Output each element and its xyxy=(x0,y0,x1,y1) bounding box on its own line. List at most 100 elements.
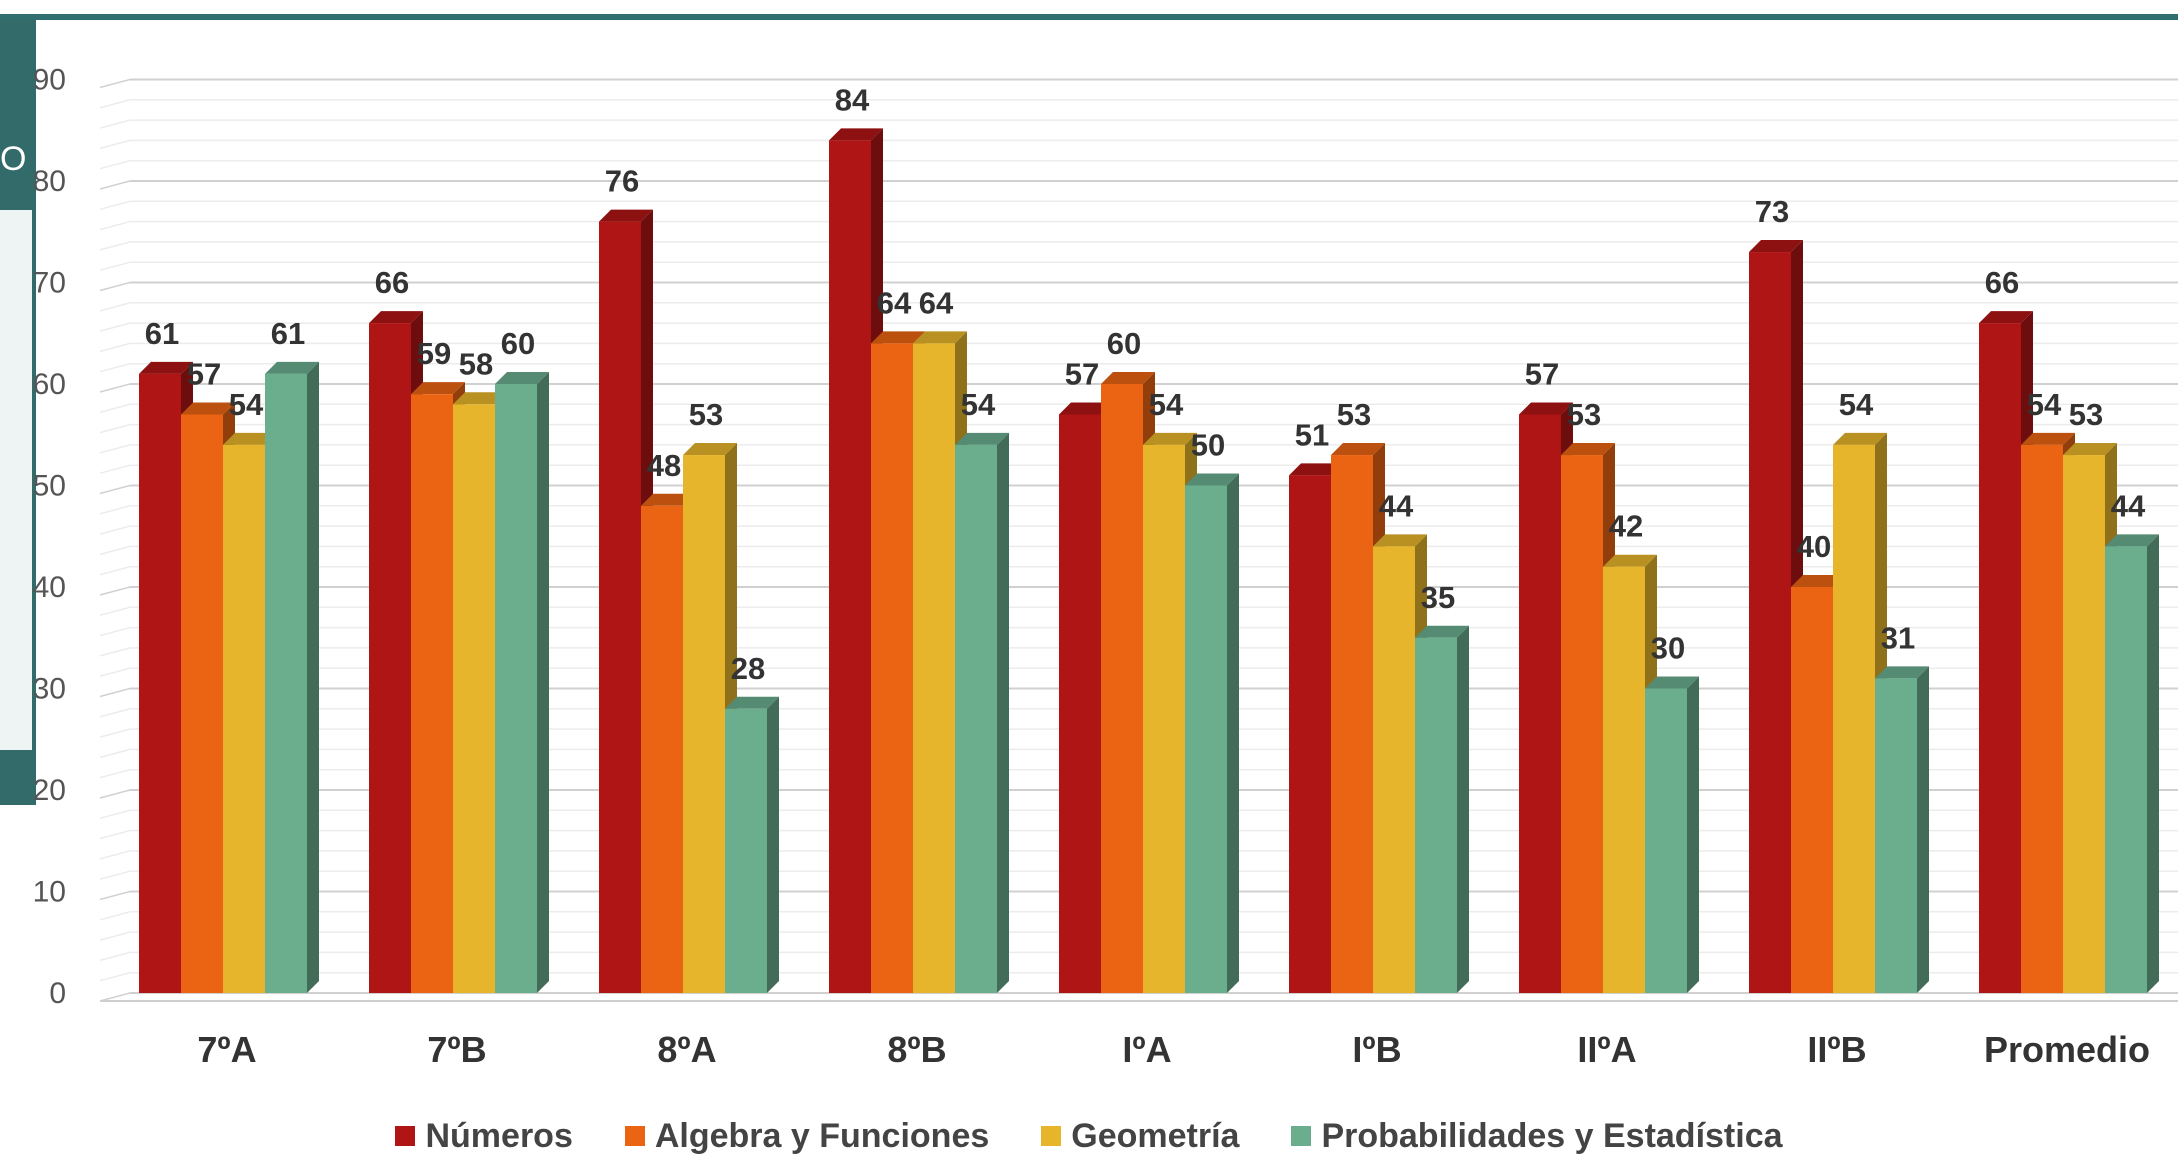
bar-top xyxy=(829,128,883,141)
gridline-depth xyxy=(99,444,131,454)
bar-front xyxy=(1331,455,1373,993)
bar-top xyxy=(1749,240,1803,253)
legend-item: Probabilidades y Estadística xyxy=(1291,1116,1783,1156)
bar-top xyxy=(1373,534,1427,547)
bar-front xyxy=(2021,444,2063,993)
data-label: 58 xyxy=(459,346,493,381)
bar-top xyxy=(1833,432,1887,445)
bar xyxy=(495,372,549,993)
data-label: 57 xyxy=(187,356,221,391)
gridline-depth xyxy=(99,890,131,901)
bar xyxy=(1749,240,1803,994)
y-tick-label: 30 xyxy=(33,673,66,706)
bar-top xyxy=(1979,311,2033,324)
gridline-depth xyxy=(99,606,131,617)
gridline-depth xyxy=(99,789,131,799)
data-label: 42 xyxy=(1609,509,1643,544)
gridline-depth xyxy=(99,159,131,170)
bar-top xyxy=(1289,463,1343,476)
gridline-depth xyxy=(99,342,131,353)
data-label: 53 xyxy=(1567,397,1601,432)
gridline-depth xyxy=(99,302,131,312)
legend-label: Probabilidades y Estadística xyxy=(1321,1116,1783,1155)
bar-top xyxy=(913,331,967,344)
y-tick-label: 20 xyxy=(33,774,66,807)
data-label: 40 xyxy=(1797,529,1831,564)
bar-top xyxy=(1143,432,1197,445)
y-tick-label: 0 xyxy=(49,977,66,1010)
bar-front xyxy=(1101,384,1143,993)
bar-side xyxy=(1457,625,1469,993)
bar-front xyxy=(2105,546,2147,993)
legend-item: Números xyxy=(395,1116,573,1156)
data-label: 73 xyxy=(1755,194,1789,229)
data-label: 54 xyxy=(1149,387,1184,422)
y-tick-label: 80 xyxy=(33,165,66,198)
gridline-depth xyxy=(99,586,131,596)
data-label: 57 xyxy=(1065,356,1099,391)
bar-front xyxy=(495,384,537,993)
gridline-depth xyxy=(99,180,131,190)
bar-front xyxy=(913,343,955,993)
bar-side xyxy=(1227,473,1239,993)
gridline-depth xyxy=(99,708,131,718)
x-tick-label: IºA xyxy=(1122,1029,1171,1070)
bar-front xyxy=(1749,252,1791,994)
bar-top xyxy=(1561,443,1615,456)
side-tab-letter: O xyxy=(0,140,27,178)
bar-top xyxy=(955,432,1009,445)
gridline-depth xyxy=(99,809,131,820)
bar-top xyxy=(1875,666,1929,679)
data-label: 60 xyxy=(501,326,535,361)
gridline-depth xyxy=(99,687,131,698)
bar-front xyxy=(411,394,453,993)
bar-top xyxy=(1415,625,1469,638)
data-label: 28 xyxy=(731,651,765,686)
x-axis: 7ºA 7ºB 8ºA 8ºB IºA IºB IIºA IIºB Promedio xyxy=(197,1029,2150,1070)
bar-top xyxy=(139,361,193,374)
gridline-depth xyxy=(99,322,131,332)
bar-top xyxy=(411,382,465,395)
bar-top xyxy=(223,432,277,445)
data-label: 31 xyxy=(1881,620,1915,655)
data-label: 30 xyxy=(1651,631,1685,666)
gridline-depth xyxy=(99,220,131,231)
bar-top xyxy=(1331,443,1385,456)
side-tab-panel xyxy=(0,210,32,750)
bar-top xyxy=(181,402,235,415)
bar-top xyxy=(1645,676,1699,689)
legend-swatch xyxy=(395,1126,416,1146)
bar-front xyxy=(871,343,913,993)
data-label: 53 xyxy=(1337,397,1371,432)
bar-front xyxy=(223,444,265,993)
gridline-depth xyxy=(99,484,131,495)
bar-top xyxy=(2021,432,2075,445)
legend-label: Algebra y Funciones xyxy=(654,1116,990,1155)
bar-side xyxy=(1917,666,1929,993)
bar-front xyxy=(1059,414,1101,993)
bar-front xyxy=(1289,475,1331,994)
data-label: 64 xyxy=(877,285,912,320)
bar-front xyxy=(1875,678,1917,993)
gridline-depth xyxy=(99,78,131,89)
legend-item: Algebra y Funciones xyxy=(624,1116,990,1156)
bar-front xyxy=(599,221,641,994)
y-tick-label: 40 xyxy=(33,571,66,604)
x-tick-label: 7ºB xyxy=(427,1029,486,1070)
gridline-depth xyxy=(99,667,131,677)
x-tick-label: 8ºA xyxy=(657,1029,716,1070)
x-tick-label: IIºB xyxy=(1807,1029,1866,1070)
gridline-depth xyxy=(99,261,131,271)
data-label: 54 xyxy=(2027,387,2062,422)
legend-label: Números xyxy=(425,1116,573,1155)
gridline-depth xyxy=(99,383,131,393)
bar-front xyxy=(2063,455,2105,993)
gridline-depth xyxy=(99,362,131,373)
bar xyxy=(1875,666,1929,993)
gridline-depth xyxy=(99,403,131,414)
data-label: 50 xyxy=(1191,428,1225,463)
gridline-depth xyxy=(99,870,131,880)
bar-top xyxy=(725,696,779,709)
